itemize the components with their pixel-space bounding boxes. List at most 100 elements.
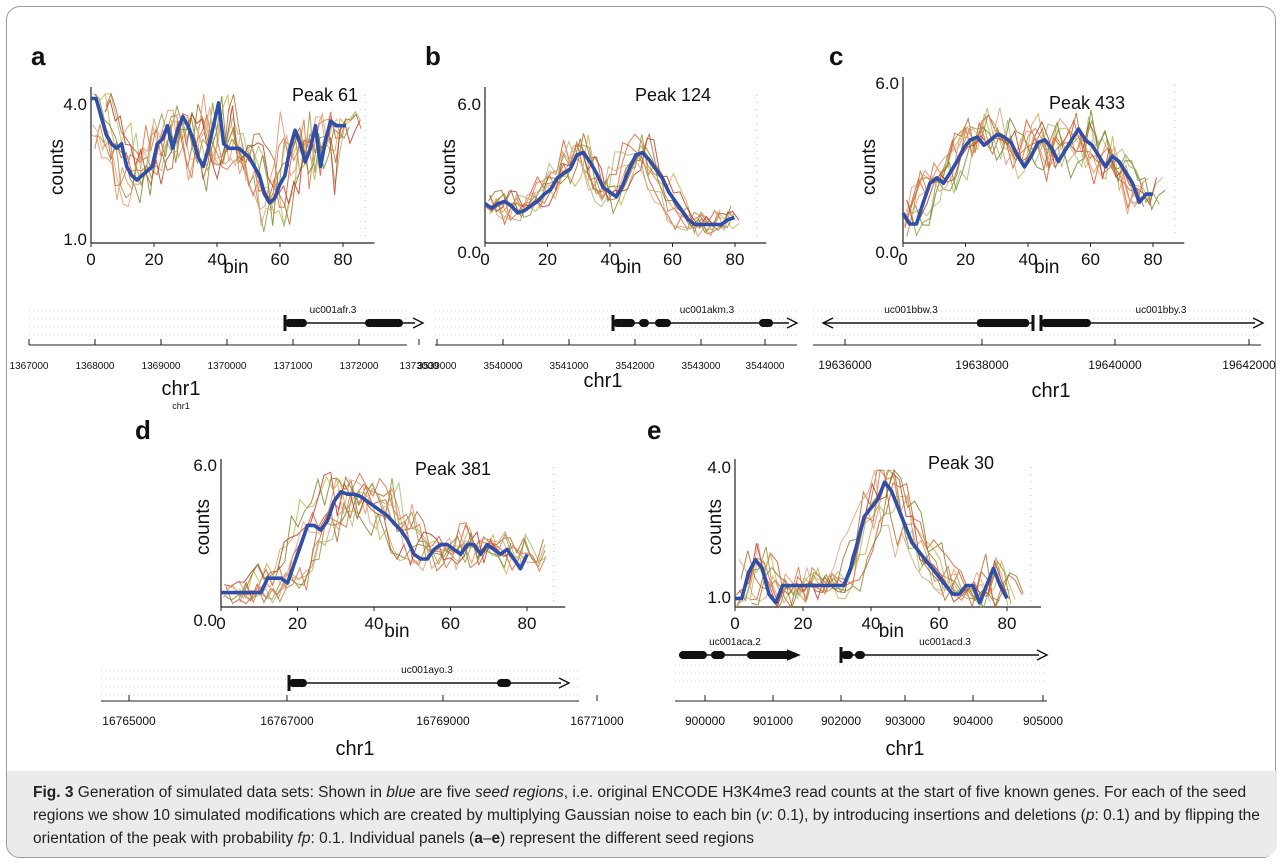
exon <box>285 319 307 327</box>
x-axis-label: bin <box>223 257 248 278</box>
y-tick-label: 4.0 <box>63 95 87 114</box>
gene-track-d: 16765000 16767000 16769000 16771000 chr1 uc00… <box>101 665 624 760</box>
exon <box>855 651 865 659</box>
caption-emphasis-blue: blue <box>386 784 416 801</box>
chromosome-label: chr1 <box>886 738 925 760</box>
panel-d: d 0 20 40 60 80 bin 0.0 6.0 counts Peak 381 1676500… <box>101 415 624 760</box>
coordinate-label: 901000 <box>753 714 793 728</box>
x-tick-label: 80 <box>1144 250 1163 269</box>
seed-region-line <box>735 480 1009 605</box>
coordinate-label: 1367000 <box>10 361 49 372</box>
coordinate-label: 905000 <box>1023 714 1063 728</box>
caption-dash: – <box>482 830 492 847</box>
coordinate-label: 3544000 <box>746 361 785 372</box>
chromosome-label: chr1 <box>1032 380 1071 402</box>
x-tick-label: 20 <box>794 614 813 633</box>
y-axis-label: counts <box>705 499 726 555</box>
seed-region-line <box>91 96 347 205</box>
coordinate-label: 3541000 <box>550 361 589 372</box>
coordinate-label: 3542000 <box>616 361 655 372</box>
coordinate-label: 1373000 <box>400 361 439 372</box>
coordinate-label: 900000 <box>685 714 725 728</box>
y-tick-label: 6.0 <box>875 74 899 93</box>
gene-right-arrow <box>1252 317 1265 329</box>
coordinate-label: 3540000 <box>484 361 523 372</box>
x-tick-label: 40 <box>365 614 384 633</box>
exon <box>747 651 791 659</box>
seed-region-line <box>901 127 1153 226</box>
x-tick-label: 20 <box>538 250 557 269</box>
coordinate-label: 19640000 <box>1088 358 1142 372</box>
coordinate-label: 16765000 <box>102 714 156 728</box>
chromosome-label: chr1 <box>162 378 201 400</box>
caption-text: Fig. 3 Generation of simulated data sets… <box>33 781 1263 850</box>
exon <box>1041 319 1091 327</box>
simulated-trace <box>915 109 1166 226</box>
gene-right-label: uc001acd.3 <box>919 637 971 648</box>
gene-arrow <box>412 317 425 329</box>
coordinate-label: 3539000 <box>418 361 457 372</box>
x-axis-label: bin <box>879 621 904 642</box>
x-tick-label: 80 <box>726 250 745 269</box>
coordinate-label: 1372000 <box>340 361 379 372</box>
caption-panel-e: e <box>491 830 501 847</box>
exon <box>497 679 511 687</box>
caption-emphasis-p: p <box>1085 807 1095 824</box>
gene-left-label: uc001bbw.3 <box>884 305 938 316</box>
x-tick-label: 20 <box>145 250 164 269</box>
caption-panel-a: a <box>474 830 483 847</box>
coordinate-label: 902000 <box>821 714 861 728</box>
coordinate-label: 19642000 <box>1222 358 1276 372</box>
x-tick-label: 80 <box>518 614 537 633</box>
caption-part-1: Generation of simulated data sets: Shown… <box>73 784 387 801</box>
coordinate-label: 16771000 <box>570 714 624 728</box>
simulated-trace <box>94 114 335 205</box>
x-tick-label: 80 <box>998 614 1017 633</box>
simulated-trace <box>750 482 1023 609</box>
chromosome-label: chr1 <box>584 370 623 392</box>
x-tick-label: 80 <box>334 250 353 269</box>
panel-c: c 0 20 40 60 80 bin 0.0 6.0 counts Peak 433 1963600… <box>813 41 1276 402</box>
x-tick-label: 0 <box>898 250 907 269</box>
caption-part-4: : 0.1), by introducing insertions and de… <box>768 807 1086 824</box>
exon <box>655 319 671 327</box>
gene-arrow <box>558 677 571 689</box>
coordinate-label: 1370000 <box>208 361 247 372</box>
gene-track-e: 900000 901000 902000 903000 904000 905000 chr1… <box>675 637 1063 760</box>
figure-caption: Fig. 3 Generation of simulated data sets… <box>7 771 1277 857</box>
gene-left-arrow <box>821 317 834 329</box>
figure-frame: a 0 20 40 60 80 bin 1.0 4.0 counts Peak 61 1367000 1… <box>6 6 1277 858</box>
coordinate-label: 16769000 <box>416 714 470 728</box>
x-axis-label: bin <box>616 257 641 278</box>
x-tick-label: 0 <box>480 250 489 269</box>
exon <box>841 651 853 659</box>
y-tick-label: 0.0 <box>457 243 481 262</box>
exon <box>977 319 1029 327</box>
x-tick-label: 60 <box>271 250 290 269</box>
caption-part-3: , i.e. original ENCODE H3K4me3 read coun… <box>33 784 1247 824</box>
gene-track-c: 19636000 19638000 19640000 19642000 chr1 uc00… <box>813 305 1276 402</box>
caption-emphasis-fp: fp <box>297 830 311 847</box>
exon <box>365 319 403 327</box>
exon <box>639 319 649 327</box>
gene-label: uc001ayo.3 <box>401 665 453 676</box>
simulated-trace <box>93 93 350 226</box>
coordinate-label: 19638000 <box>955 358 1009 372</box>
x-tick-label: 60 <box>663 250 682 269</box>
panel-b: b 0 20 40 60 80 bin 0.0 6.0 counts Peak 124 3539000… <box>418 41 799 392</box>
coordinate-label: 3543000 <box>682 361 721 372</box>
caption-part-6: : 0.1. Individual panels ( <box>310 830 475 847</box>
peak-title: Peak 124 <box>635 85 711 105</box>
gene-right-label: uc001bby.3 <box>1136 305 1187 316</box>
y-tick-label: 1.0 <box>707 588 731 607</box>
y-axis-label: counts <box>193 499 214 555</box>
y-tick-label: 4.0 <box>707 458 731 477</box>
simulated-trace <box>487 138 732 234</box>
gene-left-label: uc001aca.2 <box>709 637 761 648</box>
chromosome-sublabel: chr1 <box>172 401 190 411</box>
peak-title: Peak 61 <box>292 85 358 105</box>
coordinate-label: 903000 <box>885 714 925 728</box>
